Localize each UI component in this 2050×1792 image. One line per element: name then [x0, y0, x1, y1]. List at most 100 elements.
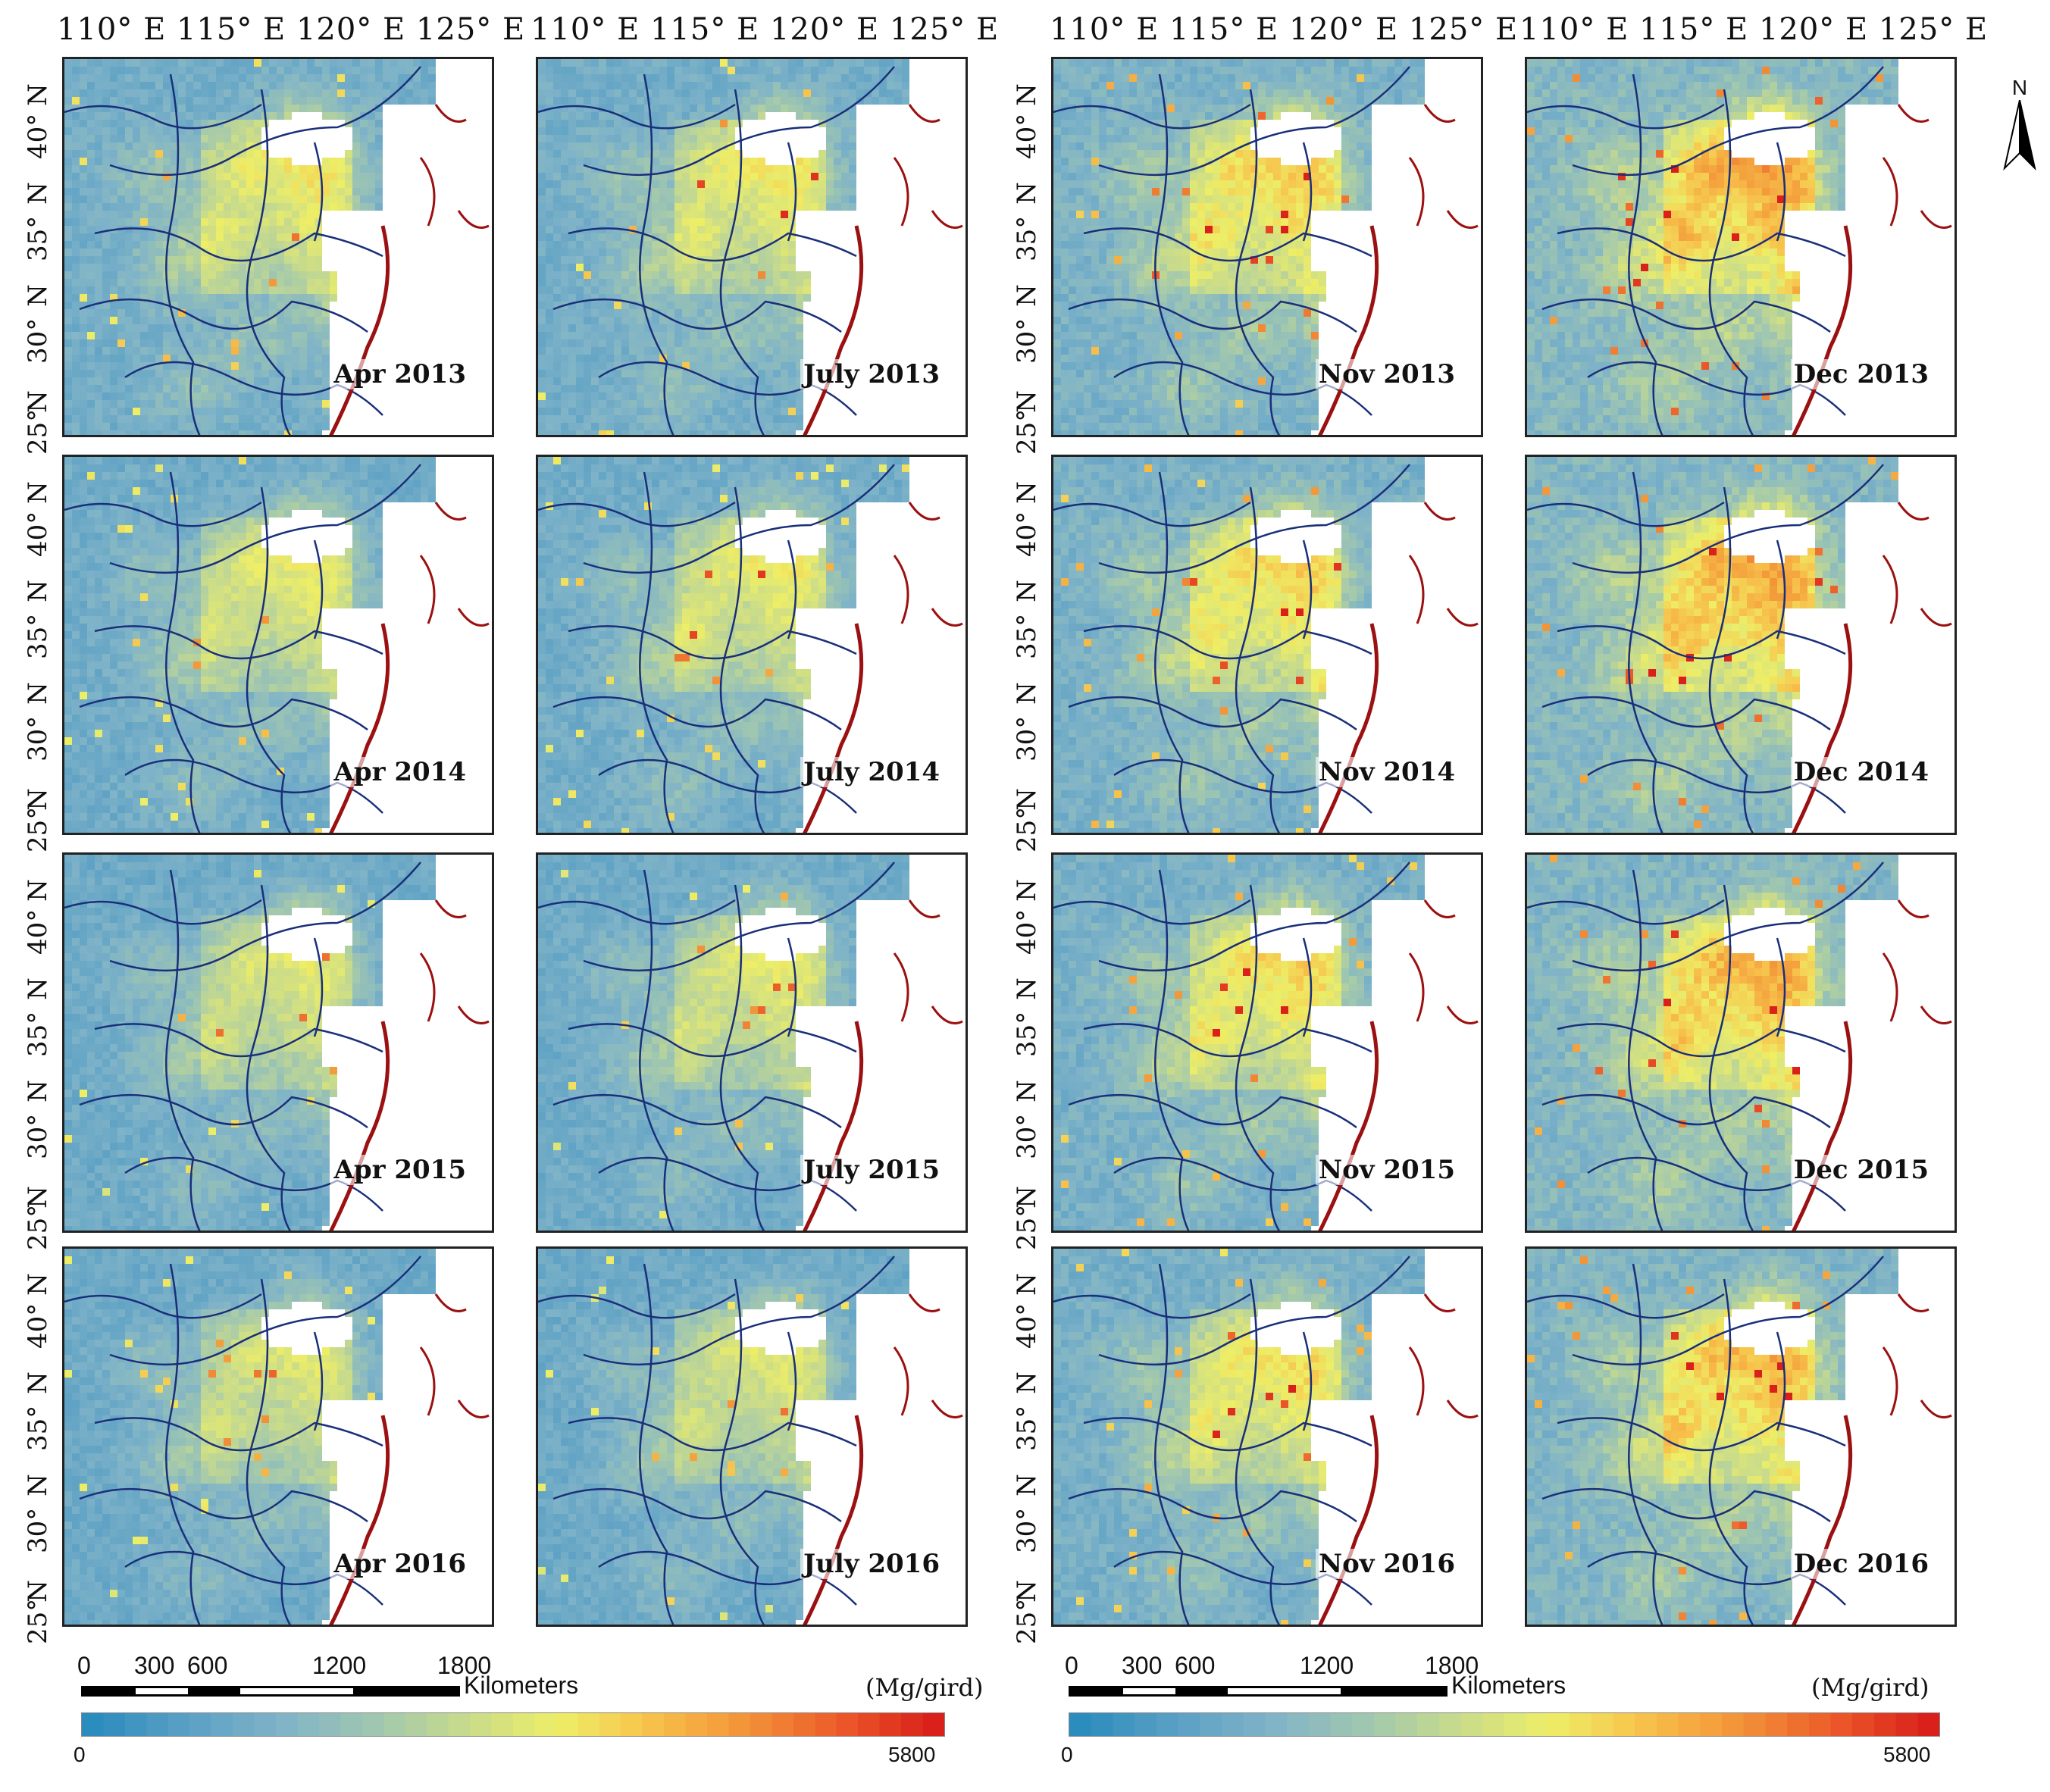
latitude-label: 35°: [1012, 216, 1042, 261]
latitude-label: N: [23, 572, 53, 610]
latitude-label: N: [23, 474, 53, 511]
scale-tick-label: 1200: [1300, 1652, 1354, 1680]
map-panel: Apr 2013: [62, 57, 494, 437]
map-panel: July 2014: [536, 455, 968, 835]
longitude-axis-labels: 110° E 115° E 120° E 125° E: [1050, 12, 1518, 47]
panel-date-label: July 2014: [800, 757, 943, 787]
latitude-label: 25°: [1012, 409, 1042, 455]
latitude-label: N: [1012, 572, 1042, 610]
map-panel: July 2013: [536, 57, 968, 437]
latitude-label: 25°: [1012, 807, 1042, 852]
emission-grid-map: [1053, 1249, 1479, 1625]
color-ramp: [1069, 1712, 1940, 1737]
emission-grid-map: [1053, 855, 1479, 1231]
north-arrow: N: [2001, 76, 2039, 174]
emission-grid-map: [1527, 457, 1952, 833]
scale-bar: [81, 1686, 460, 1697]
north-arrow-label: N: [2001, 76, 2039, 100]
panel-date-label: Apr 2013: [330, 359, 469, 389]
scale-units: Kilometers: [1451, 1672, 1566, 1700]
panel-date-label: July 2016: [800, 1549, 943, 1579]
latitude-label: 40°: [1012, 1303, 1042, 1349]
color-ramp: [81, 1712, 945, 1737]
latitude-label: N: [1012, 1072, 1042, 1110]
legend-max: 5800: [1883, 1743, 1930, 1767]
latitude-label: 25°: [23, 807, 53, 852]
legend-unit: (Mg/gird): [1811, 1673, 1930, 1702]
panel-date-label: Dec 2015: [1790, 1155, 1932, 1185]
latitude-label: 30°: [23, 318, 53, 364]
panel-date-label: Apr 2016: [330, 1549, 469, 1579]
latitude-label: 35°: [23, 216, 53, 261]
longitude-axis-labels: 110° E 115° E 120° E 125° E: [57, 12, 525, 47]
map-panel: July 2016: [536, 1246, 968, 1627]
panel-date-label: Nov 2016: [1316, 1549, 1458, 1579]
latitude-label: 35°: [1012, 1406, 1042, 1451]
latitude-label: 35°: [1012, 1012, 1042, 1057]
map-panel: Dec 2014: [1525, 455, 1957, 835]
latitude-label: N: [23, 174, 53, 212]
latitude-label: N: [1012, 1364, 1042, 1402]
scale-tick-label: 300: [134, 1652, 174, 1680]
map-panel: Dec 2016: [1525, 1246, 1957, 1627]
latitude-label: 30°: [1012, 1114, 1042, 1159]
scale-units: Kilometers: [464, 1672, 578, 1700]
latitude-label: 40°: [23, 1303, 53, 1349]
latitude-label: N: [23, 970, 53, 1008]
latitude-label: 35°: [1012, 614, 1042, 659]
map-panel: Apr 2014: [62, 455, 494, 835]
panel-date-label: Nov 2014: [1316, 757, 1458, 787]
latitude-label: 25°: [1012, 1205, 1042, 1250]
latitude-label: 40°: [1012, 114, 1042, 159]
panel-date-label: Nov 2013: [1316, 359, 1458, 389]
panel-date-label: July 2013: [800, 359, 943, 389]
latitude-label: 30°: [23, 1508, 53, 1553]
emission-grid-map: [538, 855, 963, 1231]
latitude-label: N: [1012, 970, 1042, 1008]
map-panel: July 2015: [536, 852, 968, 1233]
latitude-label: 25°: [23, 1599, 53, 1644]
panel-date-label: Apr 2015: [330, 1155, 469, 1185]
emission-grid-map: [1527, 59, 1952, 435]
legend-max: 5800: [888, 1743, 935, 1767]
latitude-label: N: [23, 674, 53, 712]
scale-tick-label: 300: [1122, 1652, 1162, 1680]
latitude-label: 35°: [23, 1406, 53, 1451]
latitude-label: 25°: [23, 1205, 53, 1250]
emission-grid-map: [1527, 855, 1952, 1231]
longitude-axis-labels: 110° E 115° E 120° E 125° E: [1520, 12, 1988, 47]
latitude-label: 30°: [1012, 318, 1042, 364]
latitude-label: 25°: [1012, 1599, 1042, 1644]
scale-tick-label: 0: [1065, 1652, 1078, 1680]
latitude-label: N: [23, 1265, 53, 1303]
scale-bar: [1069, 1686, 1448, 1697]
latitude-label: 40°: [23, 511, 53, 557]
latitude-label: 40°: [1012, 511, 1042, 557]
panel-date-label: Dec 2013: [1790, 359, 1932, 389]
latitude-label: N: [1012, 474, 1042, 511]
panel-date-label: Apr 2014: [330, 757, 469, 787]
map-panel: Nov 2015: [1051, 852, 1483, 1233]
scale-tick-label: 1800: [437, 1652, 491, 1680]
latitude-label: N: [1012, 277, 1042, 314]
latitude-label: N: [23, 1466, 53, 1504]
emission-grid-map: [64, 1249, 490, 1625]
latitude-label: 35°: [23, 614, 53, 659]
latitude-label: N: [23, 1364, 53, 1402]
emission-grid-map: [1527, 1249, 1952, 1625]
emission-grid-map: [538, 1249, 963, 1625]
panel-date-label: Nov 2015: [1316, 1155, 1458, 1185]
legend-unit: (Mg/gird): [865, 1673, 984, 1702]
latitude-label: 40°: [23, 909, 53, 955]
latitude-label: 30°: [1012, 1508, 1042, 1553]
emission-grid-map: [1053, 59, 1479, 435]
panel-date-label: Dec 2014: [1790, 757, 1932, 787]
latitude-label: N: [23, 277, 53, 314]
emission-grid-map: [538, 457, 963, 833]
latitude-label: N: [1012, 1265, 1042, 1303]
map-panel: Nov 2016: [1051, 1246, 1483, 1627]
emission-grid-map: [64, 59, 490, 435]
latitude-label: 35°: [23, 1012, 53, 1057]
latitude-label: 25°: [23, 409, 53, 455]
latitude-label: N: [1012, 674, 1042, 712]
